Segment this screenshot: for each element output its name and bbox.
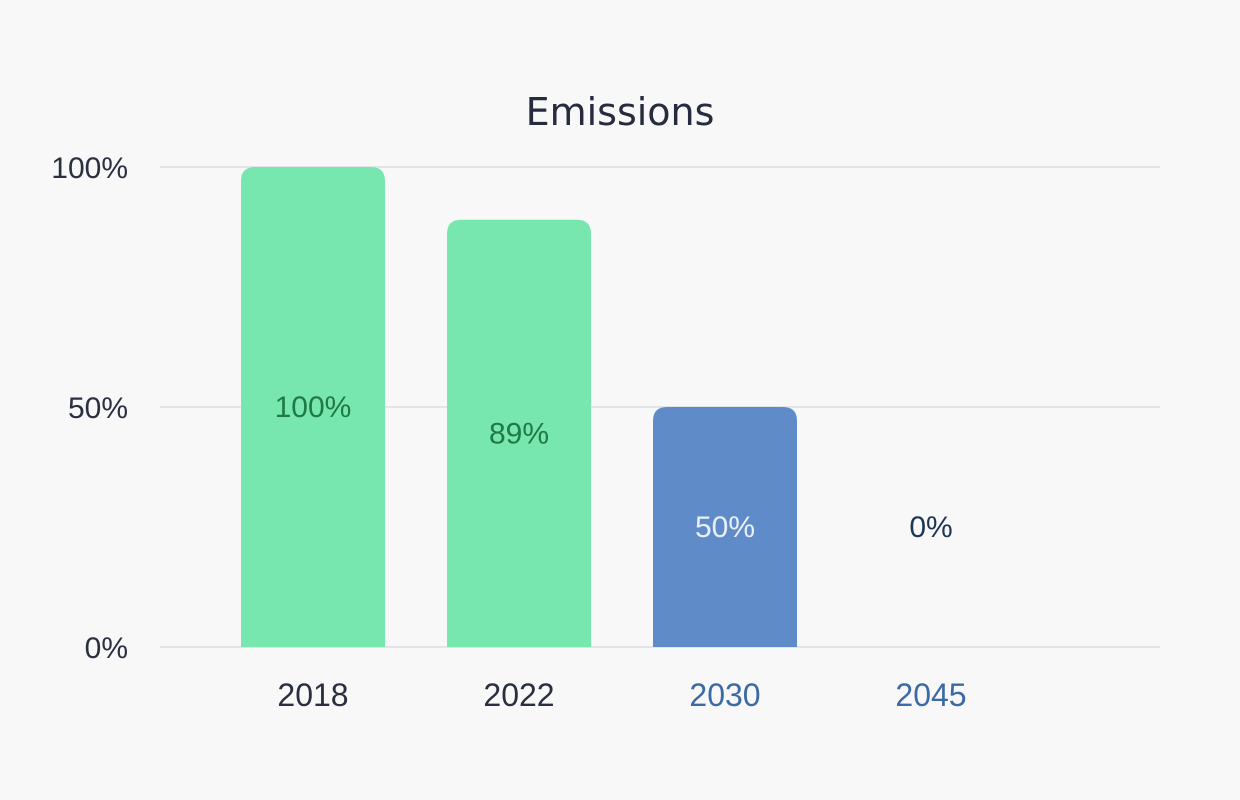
bars xyxy=(241,167,797,648)
x-tick-label-2022: 2022 xyxy=(483,677,554,713)
x-tick-label-2030: 2030 xyxy=(689,677,760,713)
chart-title: Emissions xyxy=(526,90,715,134)
bar-2018 xyxy=(241,167,385,647)
data-label-2045: 0% xyxy=(909,511,952,544)
y-axis-ticks: 0% 50% 100% xyxy=(51,152,128,665)
data-label-2030: 50% xyxy=(695,511,755,544)
bar-2030 xyxy=(653,407,797,647)
data-labels: 100% 89% 50% 0% xyxy=(275,391,953,544)
x-axis-ticks: 2018 2022 2030 2045 xyxy=(277,677,966,713)
bar-2022 xyxy=(447,219,591,648)
x-tick-label-2045: 2045 xyxy=(895,677,966,713)
data-label-2022: 89% xyxy=(489,417,549,450)
y-tick-label: 50% xyxy=(68,392,128,425)
x-tick-label-2018: 2018 xyxy=(277,677,348,713)
y-tick-label: 0% xyxy=(85,632,128,665)
y-tick-label: 100% xyxy=(51,152,128,185)
data-label-2018: 100% xyxy=(275,391,352,424)
